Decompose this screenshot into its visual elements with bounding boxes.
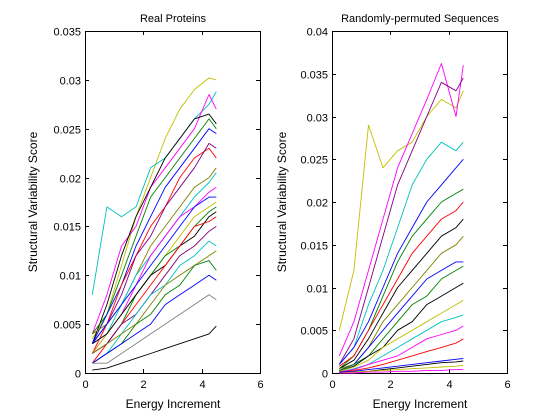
y-tick-label: 0.015 [300, 241, 328, 253]
series-line-6 [91, 128, 217, 344]
series-line-13 [339, 299, 464, 372]
series-line-2 [338, 63, 464, 357]
y-axis-label: Structural Variability Score [275, 131, 289, 272]
series-line-23 [92, 325, 217, 371]
y-tick-label: 0.02 [60, 174, 81, 186]
x-tick-label: 0 [82, 379, 88, 391]
x-tick-label: 2 [387, 379, 393, 391]
series-line-20 [339, 369, 464, 374]
series-line-8 [339, 218, 464, 370]
y-tick-label: 0 [75, 369, 81, 381]
series-line-21 [92, 274, 217, 364]
plot-area [85, 31, 261, 374]
plot-area [332, 31, 508, 374]
series-line-16 [339, 338, 464, 373]
series-line-1 [338, 90, 464, 331]
series-line-19 [339, 364, 464, 374]
series-line-8 [91, 142, 217, 344]
x-tick-label: 2 [140, 379, 146, 391]
y-tick-label: 0.005 [53, 320, 81, 332]
series-line-12 [91, 196, 217, 344]
axis-ticks: 0 2 4 6 0 0.005 0.01 0.015 0.02 0.025 0.03 0.035 0.0… [300, 27, 510, 392]
y-tick-label: 0.025 [300, 155, 328, 167]
series-line-7 [339, 201, 464, 367]
series-line-3 [338, 77, 464, 365]
y-tick-label: 0.01 [60, 271, 81, 283]
axis-ticks: 0 2 4 6 0 0.005 0.01 0.015 0.02 0.025 0.03 0.035 [53, 27, 263, 392]
y-tick-label: 0.025 [53, 125, 81, 137]
series-line-5 [338, 159, 464, 365]
series-lines [91, 77, 217, 371]
y-tick-label: 0.01 [307, 284, 328, 296]
y-tick-label: 0.035 [53, 27, 81, 39]
series-line-17 [339, 358, 464, 373]
series-line-12 [339, 282, 464, 372]
series-line-4 [338, 141, 464, 365]
y-tick-label: 0.03 [307, 113, 328, 125]
series-line-11 [339, 265, 464, 371]
series-line-22 [92, 294, 217, 364]
x-tick-label: 6 [504, 379, 510, 391]
y-tick-label: 0.035 [300, 70, 328, 82]
x-axis-label: Energy Increment [126, 397, 221, 411]
chart-title: Randomly-permuted Sequences [341, 13, 499, 25]
series-line-3 [91, 94, 217, 335]
series-line-4 [91, 113, 217, 344]
series-line-15 [339, 325, 464, 373]
x-tick-label: 4 [446, 379, 452, 391]
series-line-19 [92, 250, 217, 354]
series-line-15 [92, 211, 217, 345]
y-tick-label: 0.04 [307, 27, 328, 39]
y-tick-label: 0.02 [307, 198, 328, 210]
series-line-7 [91, 147, 217, 354]
series-line-18 [92, 240, 217, 364]
y-tick-label: 0.005 [300, 326, 328, 338]
chart-title: Real Proteins [140, 13, 207, 25]
series-line-10 [339, 261, 464, 371]
x-tick-label: 4 [199, 379, 205, 391]
y-tick-label: 0 [322, 369, 328, 381]
series-lines [338, 63, 464, 374]
y-axis-label: Structural Variability Score [26, 131, 40, 272]
series-line-1 [91, 77, 217, 340]
y-tick-label: 0.015 [53, 222, 81, 234]
panel-randomly-permuted: 0 2 4 6 0 0.005 0.01 0.015 0.02 0.025 0.03 0.035 0.0… [275, 13, 511, 411]
x-tick-label: 6 [257, 379, 263, 391]
series-line-5 [91, 118, 217, 335]
y-tick-label: 0.03 [60, 76, 81, 88]
x-tick-label: 0 [329, 379, 335, 391]
x-axis-label: Energy Increment [373, 397, 468, 411]
panel-real-proteins: 0 2 4 6 0 0.005 0.01 0.015 0.02 0.025 0.03 0.035 Re… [26, 13, 264, 411]
series-line-17 [92, 226, 217, 354]
